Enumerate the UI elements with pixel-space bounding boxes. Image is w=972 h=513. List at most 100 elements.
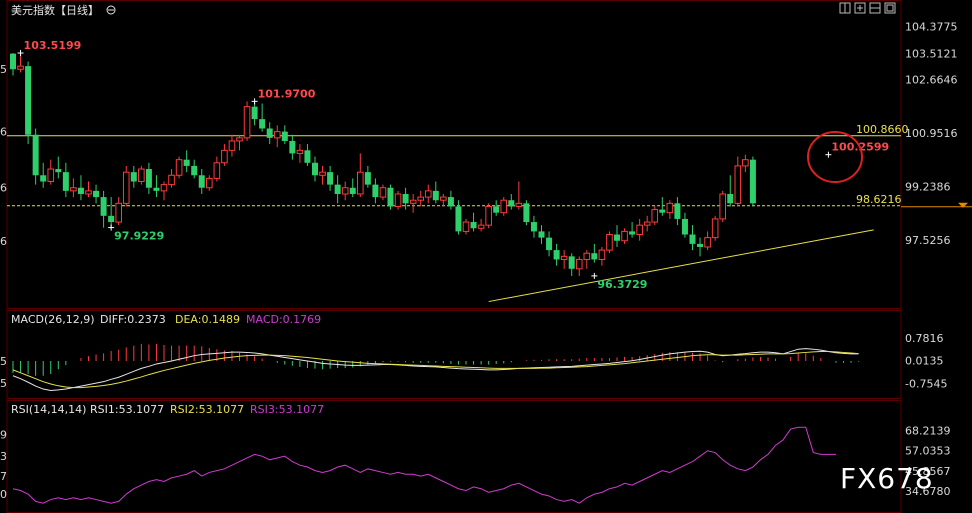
highlight-circle xyxy=(807,131,863,183)
rsi-left-label: 3 xyxy=(0,450,7,463)
macd-dea-label: DEA:0.1489 xyxy=(175,313,240,326)
candle-body xyxy=(47,168,55,183)
candle-body xyxy=(10,53,16,70)
candle-body xyxy=(636,224,643,236)
rsi-left-label: 7 xyxy=(0,470,7,483)
candle-body xyxy=(372,184,379,198)
candle-body xyxy=(575,258,583,270)
layout-icon[interactable] xyxy=(869,2,881,14)
candle-body xyxy=(447,197,454,207)
candle-body xyxy=(651,209,659,223)
candle-body xyxy=(538,231,545,238)
zoom-icon[interactable] xyxy=(106,5,116,15)
candle-body xyxy=(138,168,145,183)
candle-body xyxy=(455,206,462,232)
candle-body xyxy=(145,169,152,188)
candle-body xyxy=(100,197,107,216)
candle-body xyxy=(742,159,749,167)
horizontal-line-label: 98.6216 xyxy=(856,193,902,206)
rsi-line xyxy=(12,426,836,504)
rsi-label: RSI(14,14,14) xyxy=(11,403,86,416)
candle-body xyxy=(175,159,183,176)
candle-body xyxy=(462,221,470,232)
candle-body xyxy=(153,187,160,191)
candle-body xyxy=(606,234,613,251)
candle-body xyxy=(40,175,47,182)
macd-tick-label: 0.0135 xyxy=(905,355,944,368)
annotation-label: 101.9700 xyxy=(258,87,316,100)
candle-body xyxy=(266,128,273,138)
candle-body xyxy=(243,106,251,139)
candle-body xyxy=(77,187,84,194)
candle-body xyxy=(334,184,341,194)
left-edge-label: 5 xyxy=(0,63,7,76)
arrow-icon[interactable] xyxy=(854,2,866,14)
price-tick-label: 97.5256 xyxy=(905,234,951,247)
rsi3-label: RSI3:53.1077 xyxy=(250,403,324,416)
rsi-left-label: 9 xyxy=(0,428,7,441)
rsi1-label: RSI1:53.1077 xyxy=(90,403,164,416)
candle-body xyxy=(583,252,591,260)
rsi2-label: RSI2:53.1077 xyxy=(170,403,244,416)
candle-body xyxy=(379,187,387,198)
candle-body xyxy=(432,190,439,201)
left-edge-labels: 5 6 6 6 xyxy=(0,63,7,248)
price-tick-label: 104.3775 xyxy=(905,20,958,33)
candle-body xyxy=(341,187,349,195)
candle-body xyxy=(485,205,492,226)
macd-tick-label: 0.7816 xyxy=(905,332,944,345)
price-tick-label: 102.6646 xyxy=(905,74,958,87)
candle-body xyxy=(319,171,326,176)
candle-body xyxy=(394,193,402,207)
candle-body xyxy=(251,106,258,120)
candle-body xyxy=(62,172,69,191)
grid-icon[interactable] xyxy=(839,2,851,14)
candle-body xyxy=(327,172,334,185)
candle-body xyxy=(629,231,636,235)
candle-body xyxy=(191,165,198,176)
candle-body xyxy=(70,187,77,192)
candle-body xyxy=(711,218,719,239)
chart-title: 美元指数【日线】 xyxy=(11,3,99,17)
candle-body xyxy=(440,196,447,201)
rsi-axis: 68.2139 57.0353 45.8567 34.6780 9 3 7 0 xyxy=(0,424,951,501)
candle-body xyxy=(666,202,674,214)
candle-body xyxy=(409,199,417,204)
candle-body xyxy=(122,171,130,204)
candle-body xyxy=(17,65,24,70)
watermark: FX678 xyxy=(840,462,934,495)
macd-left-label: 5 xyxy=(0,377,7,390)
candle-body xyxy=(108,215,115,223)
candle-body xyxy=(221,149,228,164)
candle-body xyxy=(727,193,734,204)
trendline xyxy=(488,229,874,303)
candle-body xyxy=(296,149,304,154)
candle-body xyxy=(719,193,727,220)
candle-body xyxy=(55,169,62,173)
candle-body xyxy=(500,199,508,214)
candle-body xyxy=(546,237,553,251)
candle-body xyxy=(515,202,523,207)
macd-axis: 0.7816 0.0135 -0.7545 5 5 xyxy=(0,332,947,390)
candle-body xyxy=(477,224,485,229)
macd-header: MACD(26,12,9) DIFF:0.2373 DEA:0.1489 MAC… xyxy=(11,313,321,326)
candle-body xyxy=(689,234,696,244)
candle-body xyxy=(281,131,288,141)
candle-body xyxy=(553,250,560,260)
macd-left-label: 5 xyxy=(0,355,7,368)
toolbar xyxy=(839,2,896,14)
main-panel-frame xyxy=(6,0,902,309)
candle-body xyxy=(614,234,620,241)
candle-body xyxy=(621,230,628,242)
macd-dea-line xyxy=(12,351,859,389)
candle-body xyxy=(349,187,356,194)
window-icon[interactable] xyxy=(884,2,896,14)
rsi-panel-frame xyxy=(6,400,902,513)
horizontal-line-label: 100.8660 xyxy=(856,123,909,136)
rsi-tick-label: 57.0353 xyxy=(905,445,951,458)
left-edge-label: 6 xyxy=(0,182,7,195)
panel-frames xyxy=(6,0,902,513)
candle-body xyxy=(357,171,364,195)
candle-body xyxy=(749,159,756,204)
